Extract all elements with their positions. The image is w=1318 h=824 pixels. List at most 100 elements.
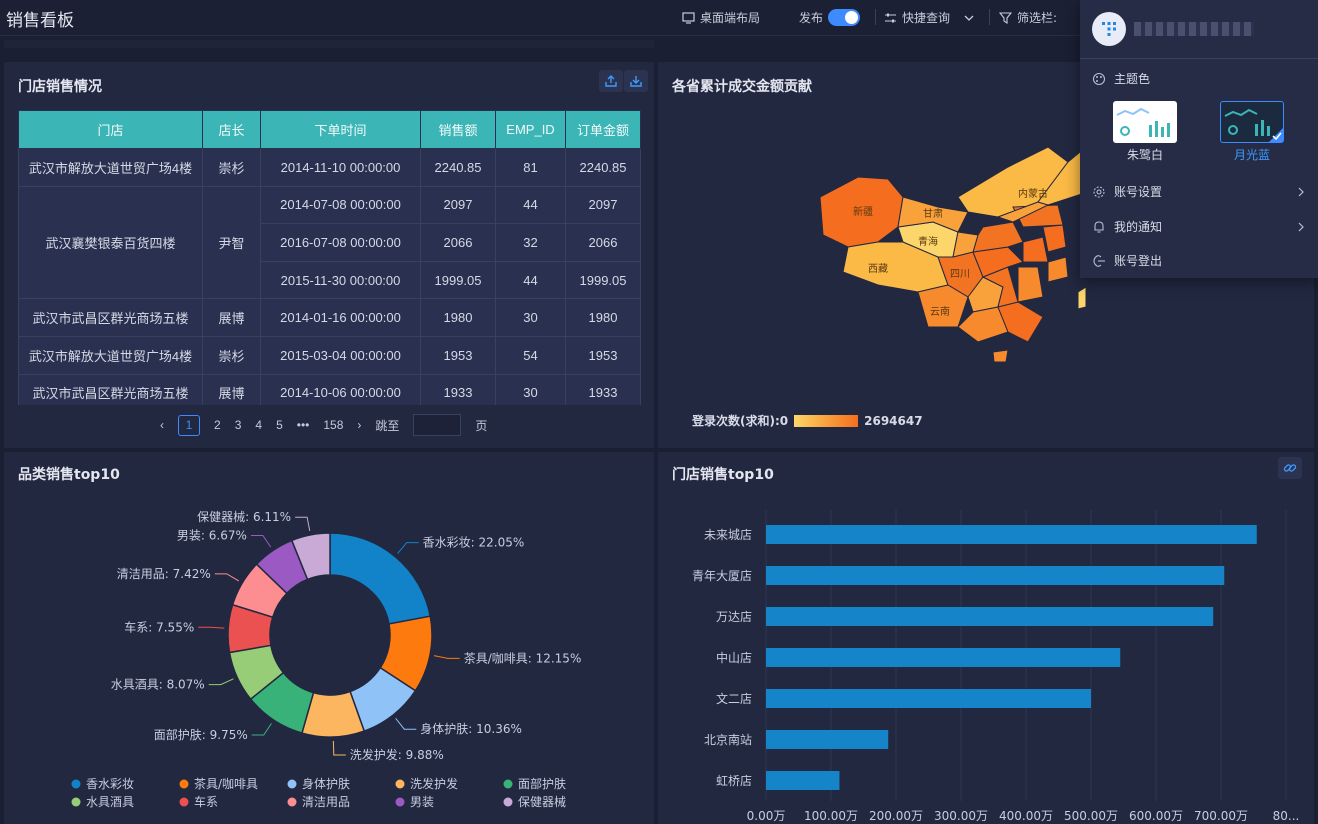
next-page-icon[interactable]: › — [357, 418, 362, 432]
theme-option-white[interactable] — [1113, 101, 1177, 143]
jump-page-input[interactable] — [413, 414, 462, 436]
table-cell: 1953 — [420, 335, 496, 375]
map-label: 新疆 — [853, 205, 873, 218]
page-button[interactable]: 2 — [214, 418, 221, 432]
table-cell: 展博 — [202, 298, 261, 337]
province-taiwan — [1077, 286, 1087, 310]
page-button[interactable]: 158 — [323, 418, 344, 432]
theme-preview-white — [1116, 107, 1170, 137]
palette-icon — [1092, 72, 1106, 85]
page-button[interactable]: 1 — [178, 414, 200, 436]
legend-item[interactable]: 清洁用品 — [302, 795, 350, 809]
column-header[interactable]: 店长 — [202, 110, 261, 149]
publish-toggle[interactable] — [828, 9, 861, 26]
province-guangdong — [997, 301, 1044, 343]
donut-data-label: 洗发护发: 9.88% — [350, 747, 444, 762]
table-cell: 44 — [495, 185, 566, 225]
map-label: 西藏 — [868, 263, 888, 275]
notifications-item[interactable]: 我的通知 — [1092, 218, 1306, 235]
gear-icon — [1093, 185, 1105, 198]
bar[interactable] — [766, 566, 1225, 585]
bell-icon — [1094, 220, 1104, 233]
legend-dot — [179, 779, 189, 789]
x-tick-label: 400.00万 — [999, 809, 1053, 823]
prev-page-icon[interactable]: ‹ — [160, 418, 164, 432]
theme-name-white: 朱鹭白 — [1126, 148, 1163, 162]
filter-bar-control[interactable]: 筛选栏: — [999, 9, 1057, 26]
legend-dot — [503, 797, 513, 807]
donut-slice[interactable] — [329, 532, 432, 625]
donut-data-label: 水具酒具: 8.07% — [111, 678, 205, 692]
table-cell: 2066 — [565, 223, 641, 262]
legend-item[interactable]: 身体护肤 — [302, 776, 350, 791]
store-sales-table: 门店 店长 下单时间 销售额 EMP_ID 订单金额 武汉市解放大道世贸广场4楼… — [18, 110, 641, 413]
province-yunnan — [917, 284, 969, 328]
table-cell: 44 — [495, 260, 566, 300]
bar[interactable] — [766, 771, 840, 790]
page-ellipsis[interactable]: ••• — [296, 418, 310, 432]
donut-slice[interactable] — [290, 532, 331, 581]
province-jiangsu — [1042, 224, 1067, 253]
store-bar-chart[interactable]: 0.00万 100.00万 200.00万 300.00万 400.00万 500.00万… — [658, 452, 1314, 824]
chevron-down-icon — [964, 15, 974, 21]
account-settings-item[interactable]: 账号设置 — [1092, 183, 1306, 200]
bar[interactable] — [766, 648, 1121, 667]
jump-label: 跳至 — [375, 418, 400, 433]
bar[interactable] — [766, 689, 1091, 708]
province-map-title: 各省累计成交金额贡献 — [672, 79, 812, 95]
table-row: 武汉市解放大道世贸广场4楼 崇杉 2014-11-10 00:00:00 224… — [18, 148, 641, 187]
layout-switch[interactable]: 桌面端布局 — [682, 9, 760, 26]
y-category-label: 虹桥店 — [716, 774, 752, 788]
page-button[interactable]: 4 — [255, 418, 263, 432]
legend-item[interactable]: 保健器械 — [518, 794, 566, 809]
legend-item[interactable]: 车系 — [194, 794, 218, 809]
donut-data-label: 清洁用品: 7.42% — [117, 567, 211, 581]
x-tick-label: 600.00万 — [1129, 809, 1183, 823]
province-anhui — [1022, 236, 1049, 263]
table-cell: 2014-07-08 00:00:00 — [260, 185, 421, 225]
table-cell: 1999.05 — [420, 260, 496, 300]
bar[interactable] — [766, 525, 1257, 544]
table-row: 武汉襄樊银泰百货四楼 尹智 2014-07-08 00:00:00 2097 4… — [18, 185, 641, 300]
category-donut-chart[interactable]: 香水彩妆: 22.05% 茶具/咖啡具: 12.15% 身体护肤: 10.36% 洗发… — [4, 452, 654, 824]
legend-item[interactable]: 水具酒具 — [86, 795, 134, 809]
table-cell: 2097 — [565, 185, 641, 225]
legend-item[interactable]: 男装 — [410, 795, 434, 809]
page-button[interactable]: 3 — [234, 418, 242, 432]
column-header[interactable]: 订单金额 — [565, 110, 641, 149]
download-button[interactable] — [624, 70, 648, 92]
column-header[interactable]: 下单时间 — [260, 110, 421, 149]
legend-dot — [395, 797, 405, 807]
map-legend-max: 2694647 — [864, 413, 923, 428]
column-header[interactable]: EMP_ID — [495, 110, 566, 149]
bar[interactable] — [766, 607, 1214, 626]
store-top10-panel: 门店销售top10 0.00万 100.00万 200.00万 300.00万 400.… — [658, 452, 1314, 824]
logout-icon — [1093, 254, 1105, 267]
page-button[interactable]: 5 — [276, 418, 283, 432]
export-button[interactable] — [599, 70, 623, 92]
legend-item[interactable]: 洗发护发 — [410, 776, 458, 791]
x-tick-label: 500.00万 — [1064, 809, 1118, 823]
table-cell: 1999.05 — [565, 260, 641, 300]
logout-item[interactable]: 账号登出 — [1092, 252, 1306, 269]
legend-item[interactable]: 面部护肤 — [518, 776, 566, 791]
column-header[interactable]: 销售额 — [420, 110, 496, 149]
quick-query-button[interactable]: 快捷查询 — [884, 9, 975, 26]
bar[interactable] — [766, 730, 889, 749]
legend-item[interactable]: 茶具/咖啡具 — [194, 776, 258, 791]
province-henan — [972, 221, 1024, 253]
donut-label-line — [395, 717, 417, 730]
filter-label: 筛选栏: — [1017, 11, 1058, 25]
china-map[interactable]: 新疆 西藏 青海 甘肃 内蒙古 四川 云南 — [808, 117, 1128, 377]
column-header[interactable]: 门店 — [18, 110, 203, 149]
province-zhejiang — [1047, 256, 1069, 283]
link-button[interactable] — [1278, 457, 1302, 479]
theme-option-moonlight[interactable] — [1220, 101, 1284, 143]
publish-control[interactable]: 发布 — [799, 9, 861, 26]
table-cell: 崇杉 — [202, 335, 261, 375]
category-top10-panel: 品类销售top10 香水彩妆: 22.05% 茶具/咖啡具: 12.15% 身体护肤… — [4, 452, 654, 824]
avatar[interactable] — [1092, 12, 1126, 46]
donut-data-label: 身体护肤: 10.36% — [420, 721, 522, 736]
legend-item[interactable]: 香水彩妆 — [86, 777, 134, 791]
category-top10-title: 品类销售top10 — [18, 467, 120, 483]
